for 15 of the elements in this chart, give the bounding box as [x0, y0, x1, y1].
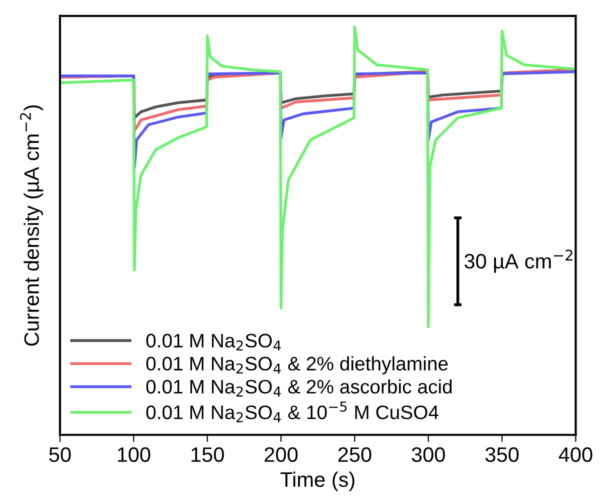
x-tick-label: 100 [118, 447, 150, 462]
legend-label: 0.01 M Na$_{2}$SO$_{4}$ & 2% diethylamine [146, 356, 448, 374]
legend-label: 0.01 M Na$_{2}$SO$_{4}$ & 10$^{−5}$ M CuSO4 [146, 402, 438, 422]
legend-label: 0.01 M Na$_{2}$SO$_{4}$ & 2% ascorbic acid [146, 379, 452, 397]
legend-label: 0.01 M Na$_{2}$SO$_{4}$ [146, 334, 281, 351]
x-tick-label: 150 [192, 447, 224, 462]
x-tick-label: 300 [412, 447, 445, 462]
y-axis-title: Current density (µA cm$^{−2}$) [20, 105, 44, 346]
x-tick-label: 350 [485, 447, 519, 462]
x-axis-title: Time (s) [280, 472, 354, 492]
x-tick-label: 50 [49, 447, 71, 462]
annotation: 30 µA cm$^{−2}$ [464, 250, 572, 273]
x-tick-label: 250 [338, 447, 372, 462]
x-tick-label: 400 [558, 447, 592, 462]
x-tick-label: 200 [264, 447, 298, 462]
